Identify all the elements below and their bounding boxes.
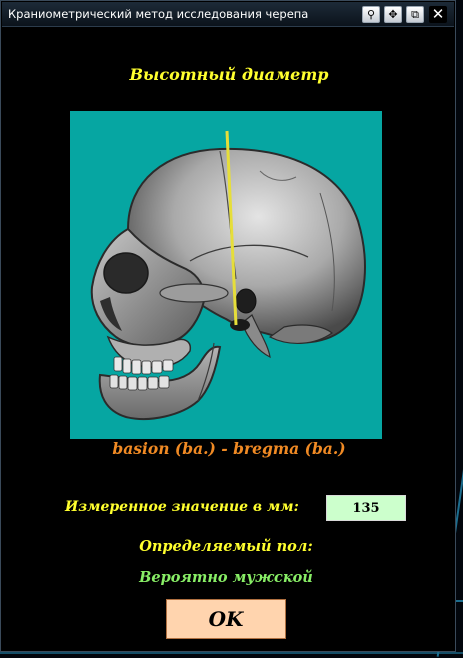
skull-figure	[70, 111, 382, 439]
background-decoration	[0, 652, 463, 654]
squamosal-suture	[189, 244, 309, 262]
restore-icon: ⧉	[411, 8, 419, 21]
measured-value-field[interactable]	[326, 495, 406, 521]
lambdoid-suture	[319, 192, 335, 312]
pin-button[interactable]: ⚲	[362, 6, 380, 23]
cranio-window: Краниометрический метод исследования чер…	[0, 0, 456, 652]
measured-value-label: Измеренное значение в мм:	[65, 499, 299, 515]
lower-teeth	[109, 374, 170, 391]
sex-result: Вероятно мужской	[139, 569, 313, 586]
measurement-line	[225, 130, 238, 326]
mandible-ramus	[197, 342, 215, 402]
title-bar[interactable]: Краниометрический метод исследования чер…	[2, 2, 454, 27]
ok-button[interactable]: OK	[166, 599, 286, 639]
occipital-base	[268, 324, 333, 344]
pin-icon: ⚲	[366, 8, 376, 21]
window-title: Краниометрический метод исследования чер…	[8, 7, 309, 21]
restore-button[interactable]: ⧉	[406, 6, 424, 23]
upper-teeth	[113, 356, 174, 375]
zygomatic-arch	[159, 283, 229, 303]
orbit	[103, 252, 149, 294]
foramen-magnum	[230, 319, 250, 331]
skull-illustration	[90, 130, 366, 421]
close-icon: ✕	[431, 5, 445, 23]
sex-label: Определяемый пол:	[139, 538, 313, 555]
section-heading: Высотный диаметр	[129, 65, 329, 84]
nasal-cavity	[100, 297, 122, 331]
move-icon: ✥	[388, 8, 398, 21]
close-button[interactable]: ✕	[429, 6, 447, 23]
landmark-caption: basion (ba.) - bregma (ba.)	[112, 439, 346, 458]
move-button[interactable]: ✥	[384, 6, 402, 23]
ear-opening	[235, 288, 257, 314]
